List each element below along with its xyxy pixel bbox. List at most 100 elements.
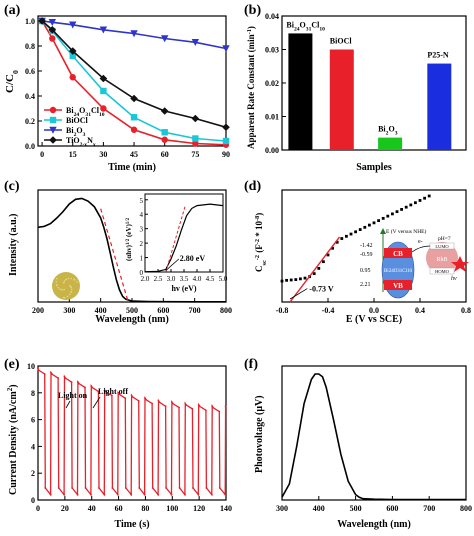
panel-e-xtick-label: 40 bbox=[88, 504, 96, 513]
data-point bbox=[372, 221, 376, 225]
panel-f-xtick-label: 800 bbox=[460, 504, 472, 513]
data-point bbox=[395, 210, 399, 214]
data-point-TiO2-xNx bbox=[48, 25, 57, 34]
photocurrent-point bbox=[50, 371, 52, 374]
panel-label-d: (d) bbox=[244, 179, 261, 194]
photocurrent-point bbox=[205, 487, 208, 489]
scheme-level-label: 0.95 bbox=[360, 268, 371, 274]
data-point-TiO2-xNx bbox=[130, 94, 138, 103]
inset-xtick-label: 3.0 bbox=[167, 275, 176, 283]
photocurrent-point bbox=[158, 401, 161, 404]
data-point bbox=[331, 246, 334, 250]
data-point-TiO2-xNx bbox=[99, 74, 108, 83]
panel-c-xtick-label: 200 bbox=[32, 306, 44, 315]
inset-xtick-label: 5.0 bbox=[219, 275, 228, 283]
panel-c-xlabel: Wavelength (nm) bbox=[95, 314, 169, 325]
data-point bbox=[368, 223, 371, 227]
sample-photo bbox=[52, 272, 80, 300]
panel-e-ylabel: Current Density (nA/cm2) bbox=[6, 384, 19, 495]
photocurrent-point bbox=[178, 406, 180, 409]
bar-label-Bi2O3: Bi2O3 bbox=[378, 125, 398, 137]
panel-d-xtick-label: 0.8 bbox=[461, 306, 471, 315]
photocurrent-point bbox=[71, 487, 74, 489]
data-point-Bi24O31Cl10 bbox=[130, 126, 138, 133]
data-point bbox=[312, 272, 316, 276]
legend-marker-TiO2-xNx bbox=[49, 136, 57, 144]
panel-e-ytick-label: 6 bbox=[31, 416, 35, 425]
data-point-Bi24O31Cl10 bbox=[161, 136, 168, 143]
panel-f-xtick-label: 700 bbox=[423, 504, 435, 513]
photocurrent-point bbox=[184, 402, 187, 405]
photocurrent-point bbox=[224, 405, 227, 408]
panel-c-ylabel: Intensity (a.u.) bbox=[8, 213, 19, 276]
data-point-Bi2O3 bbox=[99, 26, 108, 34]
linear-fit-line bbox=[289, 236, 341, 303]
photocurrent-point bbox=[151, 402, 154, 405]
photocurrent-point bbox=[138, 487, 141, 489]
photocurrent-point bbox=[124, 487, 127, 489]
photocurrent-point bbox=[143, 493, 146, 496]
panel-b-ylabel: Apparent Rate Constant (min-1) bbox=[246, 26, 257, 149]
scheme-vb-band bbox=[384, 280, 412, 290]
panel-b-ytick-label: 0.04 bbox=[265, 12, 279, 21]
panel-a-ytick-label: 0.0 bbox=[25, 142, 35, 151]
photocurrent-point bbox=[210, 493, 213, 496]
panel-a-ytick-label: 1.0 bbox=[25, 17, 35, 26]
data-point bbox=[418, 199, 422, 202]
photocurrent-point bbox=[157, 399, 160, 402]
panel-e-xtick-label: 140 bbox=[220, 504, 232, 513]
data-point-BiOCl bbox=[222, 137, 230, 145]
panel-label-c: (c) bbox=[4, 179, 20, 194]
data-point-Bi2O3 bbox=[191, 39, 200, 46]
photocurrent-point bbox=[185, 403, 188, 406]
panel-e-ytick-label: 10 bbox=[27, 362, 35, 371]
photocurrent-point bbox=[144, 397, 146, 400]
photocurrent-point bbox=[224, 493, 227, 496]
scheme-cb-band bbox=[384, 248, 412, 258]
data-point bbox=[317, 267, 321, 270]
inset-ytick-label: 1 bbox=[140, 255, 144, 263]
data-point-BiOCl bbox=[100, 87, 107, 95]
photocurrent-point bbox=[118, 393, 120, 396]
data-point-BiOCl bbox=[192, 135, 199, 142]
data-point bbox=[377, 219, 380, 223]
inset-series-line bbox=[144, 203, 224, 273]
data-point bbox=[285, 278, 288, 282]
photocurrent-point bbox=[90, 385, 93, 387]
photocurrent-point bbox=[111, 487, 114, 489]
bar-label-BiOCl: BiOCl bbox=[330, 37, 353, 46]
data-point-BiOCl bbox=[161, 129, 168, 136]
scheme-electron-label: e- bbox=[418, 239, 423, 245]
scheme-lumo-label: LUMO bbox=[435, 244, 449, 249]
series-line-TiO2-xNx bbox=[41, 20, 227, 129]
sample-photo-texture bbox=[62, 281, 65, 284]
photovoltage-series-line bbox=[281, 373, 466, 501]
annotation-light-on-pointer bbox=[65, 400, 71, 409]
data-point bbox=[335, 240, 339, 244]
panel-label-e: (e) bbox=[4, 357, 20, 372]
panel-d-xtick-label: 0.4 bbox=[415, 306, 425, 315]
inset-xtick-label: 2.0 bbox=[141, 275, 150, 283]
legend-label-Bi2O3: Bi2O3 bbox=[66, 126, 86, 138]
photocurrent-point bbox=[64, 377, 67, 379]
panel-a-xlabel: Time (min) bbox=[108, 162, 156, 173]
photocurrent-point bbox=[70, 381, 73, 383]
data-point bbox=[404, 205, 408, 209]
data-point bbox=[363, 225, 367, 229]
photocurrent-point bbox=[76, 493, 79, 496]
panel-a-ytick-label: 0.2 bbox=[25, 117, 35, 126]
photocurrent-point bbox=[171, 402, 174, 405]
inset-xtick-label: 4.5 bbox=[206, 275, 215, 283]
photocurrent-point bbox=[44, 487, 47, 489]
photocurrent-point bbox=[116, 493, 119, 496]
scheme-ph-label: pH=7 bbox=[438, 236, 451, 242]
data-point-TiO2-xNx bbox=[222, 123, 230, 132]
annotation-pointer bbox=[289, 288, 308, 300]
photocurrent-point bbox=[63, 493, 65, 496]
panel-c-xtick-label: 600 bbox=[157, 306, 169, 315]
sample-photo-texture bbox=[73, 278, 75, 281]
panel-label-f: (f) bbox=[244, 357, 258, 372]
photocurrent-point bbox=[198, 405, 201, 408]
sample-photo-texture bbox=[63, 288, 65, 291]
